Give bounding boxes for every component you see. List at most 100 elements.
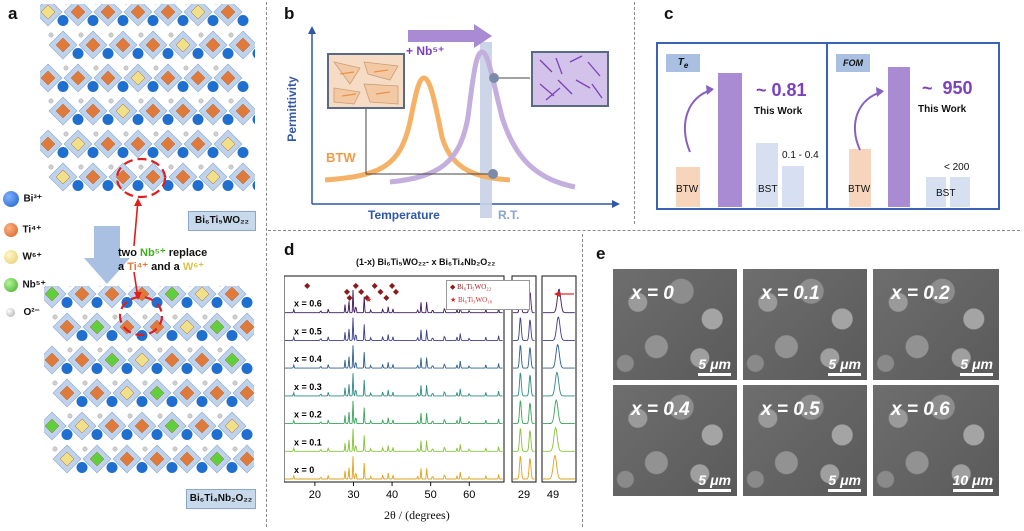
sem-x05-scale-text: 5 μm (828, 472, 861, 488)
cation-site (44, 418, 60, 434)
o-ion (202, 380, 208, 386)
cation-site (134, 352, 150, 368)
o-ion (93, 65, 99, 71)
rt-label: R.T. (498, 208, 520, 222)
bi-ion (106, 462, 118, 473)
te-bar-bst-2 (782, 166, 804, 207)
bi-ion (106, 396, 118, 407)
cation-site (160, 70, 176, 86)
xrd-series-line (285, 289, 503, 314)
bi-ion (87, 15, 99, 26)
te-btw-label: BTW (676, 184, 699, 195)
bi-ion (192, 48, 204, 59)
sem-x06-scale-text: 10 μm (952, 472, 993, 488)
cation-site (224, 286, 240, 302)
replace-nb: Nb⁵⁺ (140, 247, 166, 259)
cation-site (130, 70, 146, 86)
bi-ion (237, 15, 249, 26)
panel-d-label: d (284, 240, 295, 259)
legend-bi: Bi³⁺ (3, 190, 42, 208)
o-ion (198, 164, 204, 170)
legend-ti-label: Ti⁴⁺ (22, 224, 42, 236)
o-ion (153, 131, 159, 137)
sem-x05-scale: 5 μm (828, 472, 861, 492)
rt-point-doped (489, 73, 499, 83)
cation-site (164, 286, 180, 302)
c-divider (826, 42, 828, 208)
cation-site (205, 169, 221, 185)
bi-ion (121, 363, 133, 374)
o-ion (93, 131, 99, 137)
xrd-zoom-line (513, 372, 535, 397)
nb-ion-icon (4, 277, 18, 292)
legend-ti: Ti⁴⁺ (4, 221, 41, 239)
cation-site (164, 418, 180, 434)
bi-ion (147, 15, 159, 26)
replace-w: W⁶⁺ (182, 261, 205, 273)
sem-x05-label: x = 0.5 (761, 399, 820, 420)
bi-ion (76, 396, 88, 407)
xrd-series-label: x = 0.3 (294, 382, 322, 392)
cation-site (239, 451, 254, 467)
bi-ion (76, 330, 88, 341)
legend-o-label: O²⁻ (23, 307, 40, 319)
bi-ion (226, 396, 238, 407)
cation-site (100, 4, 116, 20)
bi-ion (102, 48, 114, 59)
xrd-zoom-line (543, 344, 575, 369)
te-value: ~ 0.81 (756, 80, 807, 100)
cation-site (59, 385, 75, 401)
o-ion (48, 164, 54, 170)
xrd-series-label: x = 0.5 (294, 326, 322, 336)
sem-x02-scale-text: 5 μm (960, 356, 993, 372)
bi-ion (211, 363, 223, 374)
bi-ion (147, 147, 159, 158)
legend-row-diamond: ◆ Bi₆Ti₅WO₂₂ (450, 283, 491, 291)
cation-site (70, 70, 86, 86)
cation-site (175, 169, 191, 185)
replace-text-3: a (118, 261, 128, 273)
cation-site (209, 319, 225, 335)
xrd-frame-0 (284, 275, 505, 483)
cation-site (85, 169, 101, 185)
xrd-xlabel: 2θ / (degrees) (384, 508, 450, 522)
legend-w: W⁶⁺ (4, 248, 42, 266)
xrd-zoom-line (543, 426, 575, 452)
bi-ion (222, 180, 234, 191)
sem-x0-label: x = 0 (631, 283, 674, 304)
bi-ion (237, 147, 249, 158)
diamond-marker: ◆ (383, 293, 390, 302)
o-ion (172, 380, 178, 386)
cation-site (89, 385, 105, 401)
sem-x04-scale-text: 5 μm (698, 472, 731, 488)
bi-ion (117, 15, 129, 26)
xrd-zoom-line (543, 288, 575, 314)
o-ion (202, 314, 208, 320)
bi-ion (102, 180, 114, 191)
o-ion (228, 164, 234, 170)
xrd-frame-2 (541, 275, 577, 483)
te-tag: Te (666, 54, 700, 72)
xrd-zoom-line (513, 289, 535, 314)
ti-ion-icon (4, 222, 18, 237)
bi-ion (117, 81, 129, 92)
cation-site (190, 70, 206, 86)
sem-x02-label: x = 0.2 (891, 283, 950, 304)
cation-site (160, 136, 176, 152)
panel-c-label: c (664, 4, 674, 23)
xrd-zoom-tick-label: 49 (547, 489, 559, 501)
bi-ion (226, 462, 238, 473)
diamond-icon: ◆ (450, 283, 456, 291)
cation-site (179, 319, 195, 335)
te-tag-sub: e (683, 61, 689, 70)
bi-ion (151, 363, 163, 374)
cation-site (145, 103, 161, 119)
sem-x06-scale: 10 μm (952, 472, 993, 492)
o-ion (108, 98, 114, 104)
cation-site (190, 136, 206, 152)
sem-x04-label: x = 0.4 (631, 399, 690, 420)
bi-ion (252, 114, 255, 125)
bi-ion (151, 297, 163, 308)
cation-site (104, 352, 120, 368)
xrd-frame-1 (511, 275, 537, 483)
